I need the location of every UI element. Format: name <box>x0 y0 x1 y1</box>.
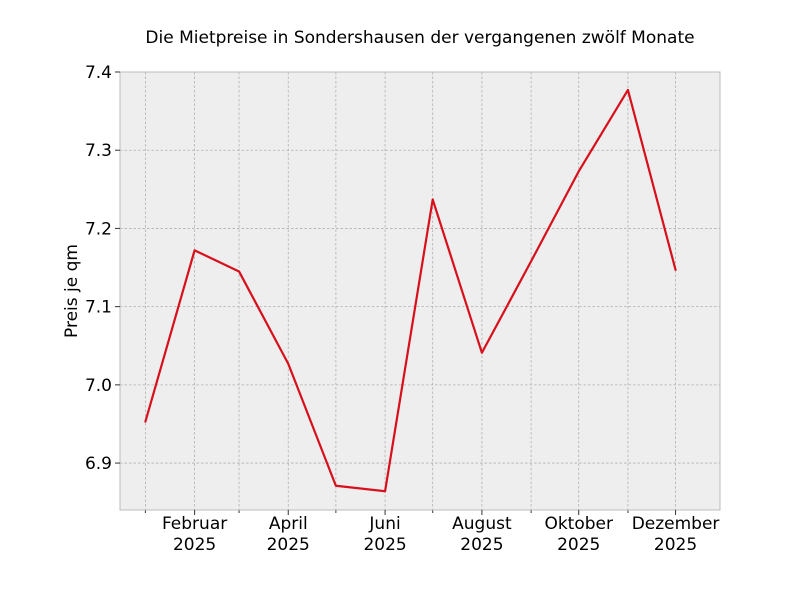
y-tick-label: 7.1 <box>85 298 112 318</box>
y-axis: 6.9 7.0 7.1 7.2 7.3 7.4 <box>85 63 120 474</box>
series-line <box>144 88 677 493</box>
x-tick-label-year: 2025 <box>363 535 406 555</box>
series-layer <box>144 88 677 493</box>
x-tick-label-year: 2025 <box>557 535 600 555</box>
plot-frame <box>119 71 721 511</box>
plot-area <box>120 72 720 510</box>
x-tick-label-month: April <box>269 514 308 534</box>
y-tick-label: 7.0 <box>85 376 112 396</box>
x-tick-label-month: August <box>452 514 512 534</box>
x-tick-label-month: Februar <box>162 514 227 534</box>
x-tick-label-year: 2025 <box>460 535 503 555</box>
y-tick-label: 7.2 <box>85 219 112 239</box>
y-tick-label: 7.3 <box>85 141 112 161</box>
x-tick-label-month: Oktober <box>544 514 613 534</box>
grid-lines <box>120 71 720 510</box>
y-axis-label: Preis je qm <box>62 244 82 338</box>
x-tick-label-month: Dezember <box>632 514 720 534</box>
chart-title: Die Mietpreise in Sondershausen der verg… <box>145 28 694 48</box>
x-axis: Februar2025April2025Juni2025August2025Ok… <box>162 510 719 555</box>
x-tick-label-month: Juni <box>368 514 400 534</box>
x-tick-label-year: 2025 <box>173 535 216 555</box>
y-tick-label: 6.9 <box>85 454 112 474</box>
x-tick-label-year: 2025 <box>654 535 697 555</box>
x-tick-label-year: 2025 <box>267 535 310 555</box>
y-tick-label: 7.4 <box>85 63 112 83</box>
